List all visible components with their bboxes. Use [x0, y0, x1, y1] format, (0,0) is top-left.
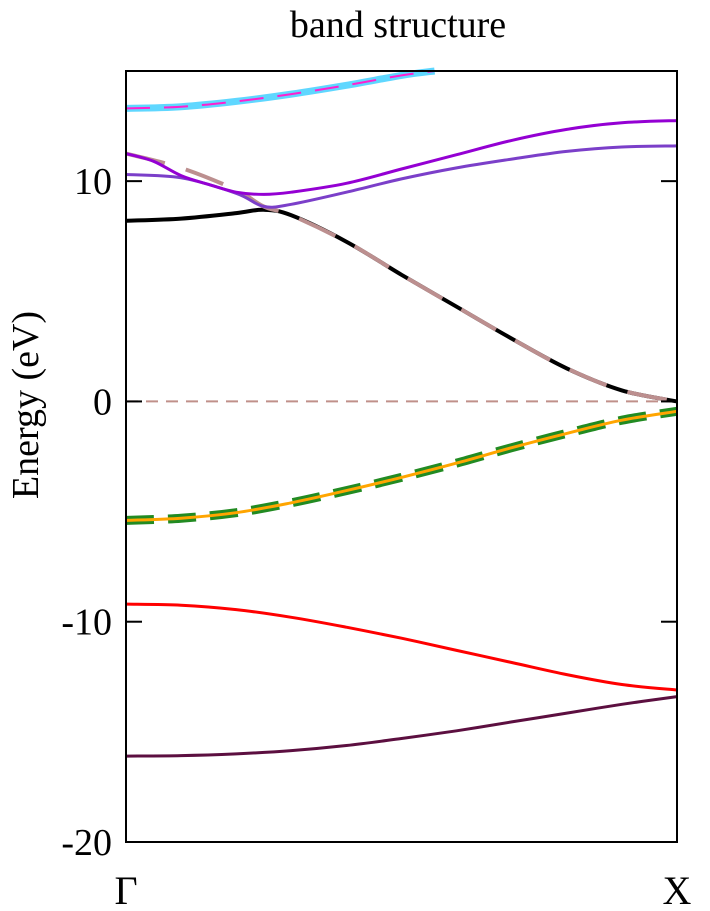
band-lines [125, 67, 678, 758]
band-line-1 [125, 695, 678, 758]
plot-frame [125, 70, 678, 843]
kpoint-label: Γ [114, 868, 137, 911]
band-line-5 [125, 207, 678, 404]
chart-title: band structure [290, 4, 506, 46]
y-axis-label: Energy (eV) [5, 311, 47, 499]
kpoint-label: X [663, 868, 692, 911]
tick-layer: 10 0 -10 -20Γ X [61, 161, 691, 911]
y-tick-label: 10 [74, 161, 112, 203]
band-line-2 [125, 602, 678, 692]
y-tick-label: -20 [61, 822, 112, 864]
y-tick-label: 0 [93, 381, 112, 423]
band-line-9 [125, 67, 436, 112]
band-line-4 [125, 409, 678, 522]
band-line-8 [125, 119, 678, 196]
band-line-10 [125, 70, 435, 110]
band-line-6 [125, 151, 678, 404]
y-tick-label: -10 [61, 602, 112, 644]
